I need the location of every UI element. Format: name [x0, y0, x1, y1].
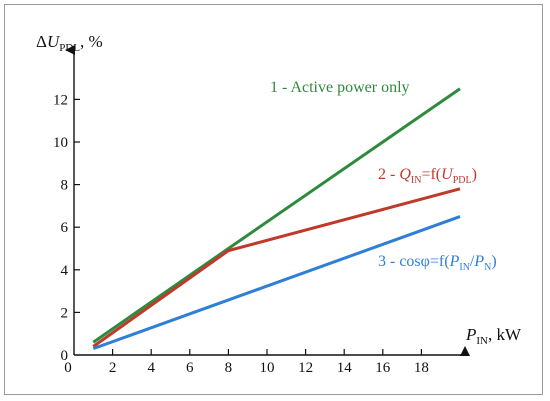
x-axis-label: PIN, kW	[465, 325, 522, 347]
x-tick-label: 10	[260, 360, 275, 376]
chart-frame	[4, 4, 543, 395]
x-tick-label: 0	[64, 360, 72, 376]
tick-labels: 0 2 4 6 8 10 12 14 16 18 0 2 4 6 8 10 12	[53, 92, 429, 376]
y-tick-label: 12	[53, 92, 68, 108]
x-tick-label: 14	[337, 360, 353, 376]
series-label-reactive: 2 - QIN=f(UPDL)	[378, 166, 477, 186]
x-tick-label: 8	[225, 360, 233, 376]
y-tick-label: 10	[53, 135, 68, 151]
series-labels: 1 - Active power only 2 - QIN=f(UPDL) 3 - …	[270, 79, 497, 273]
y-tick-label: 8	[61, 178, 69, 194]
y-axis-label: ΔUPDL, %	[36, 32, 103, 54]
y-tick-label: 0	[61, 348, 69, 364]
series-line-cosphi	[92, 215, 461, 351]
x-tick-label: 18	[414, 360, 429, 376]
y-tick-label: 2	[61, 305, 69, 321]
y-tick-label: 6	[61, 220, 69, 236]
series-line-reactive	[92, 187, 461, 348]
x-tick-label: 4	[147, 360, 155, 376]
x-tick-label: 2	[109, 360, 117, 376]
tick-marks	[74, 98, 422, 355]
series-label-cosphi: 3 - cosφ=f(PIN/PN)	[378, 253, 497, 273]
y-tick-label: 4	[61, 263, 69, 279]
series-lines	[92, 87, 461, 351]
axes	[65, 45, 470, 356]
series-line-active	[92, 87, 461, 344]
x-tick-label: 16	[375, 360, 391, 376]
x-tick-label: 12	[298, 360, 313, 376]
series-label-active: 1 - Active power only	[270, 79, 410, 96]
x-tick-label: 6	[186, 360, 194, 376]
